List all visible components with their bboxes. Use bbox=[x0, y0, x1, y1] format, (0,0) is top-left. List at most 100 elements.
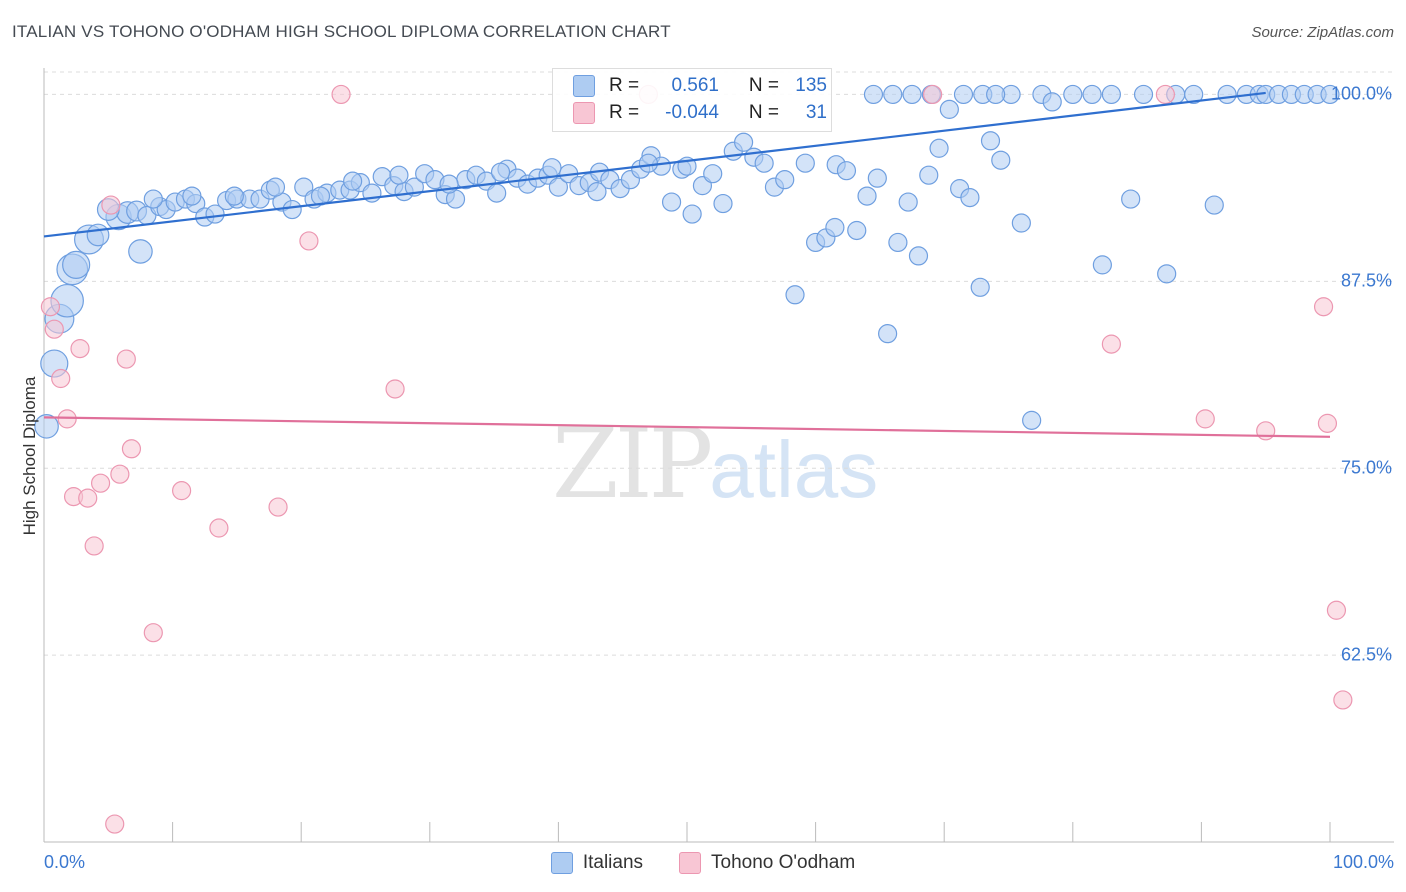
italians-point bbox=[754, 153, 774, 173]
tohono-point bbox=[299, 231, 319, 251]
stats-legend: R = 0.561 N = 135 R = -0.044 N = 31 bbox=[552, 68, 832, 132]
axes bbox=[43, 68, 1394, 843]
legend-swatch-pink bbox=[573, 102, 595, 124]
tohono-point bbox=[1317, 413, 1338, 433]
tohono-point bbox=[1313, 297, 1334, 317]
italians-trend-line bbox=[43, 91, 1266, 238]
italians-point bbox=[1320, 84, 1340, 105]
legend-item-tohono[interactable]: Tohono O'odham bbox=[679, 852, 855, 874]
italians-point bbox=[389, 165, 409, 185]
italians-point bbox=[1022, 410, 1042, 430]
tohono-point bbox=[1326, 600, 1347, 620]
tohono-point bbox=[105, 814, 125, 834]
italians-point bbox=[1133, 84, 1154, 105]
italians-point bbox=[205, 204, 225, 224]
legend-r-label: R = bbox=[609, 75, 640, 96]
tohono-point bbox=[51, 368, 71, 389]
italians-point bbox=[1092, 255, 1112, 275]
tohono-series bbox=[40, 84, 1353, 834]
tohono-point bbox=[70, 339, 90, 359]
italians-point bbox=[1101, 84, 1121, 105]
legend-row-tohono: R = -0.044 N = 31 bbox=[573, 100, 827, 126]
italians-point bbox=[1082, 84, 1102, 105]
italians-point bbox=[703, 164, 723, 184]
italians-point bbox=[775, 170, 795, 190]
italians-point bbox=[847, 220, 867, 241]
tohono-point bbox=[209, 518, 229, 538]
italians-point bbox=[661, 192, 682, 212]
italians-point bbox=[863, 84, 884, 105]
italians-point bbox=[182, 186, 202, 206]
italians-point bbox=[857, 186, 877, 206]
legend-label-italians: Italians bbox=[582, 852, 644, 873]
legend-swatch-tohono bbox=[679, 852, 702, 874]
x-tick-label-0: 0.0% bbox=[44, 852, 86, 872]
tohono-point bbox=[84, 536, 104, 556]
tohono-point bbox=[90, 473, 111, 493]
legend-swatch-blue bbox=[573, 75, 595, 97]
legend-n-value: 135 bbox=[795, 75, 827, 96]
italians-point bbox=[282, 199, 302, 220]
italians-point bbox=[867, 168, 887, 188]
series-legend: Italians Tohono O'odham bbox=[0, 852, 1406, 874]
legend-item-italians[interactable]: Italians bbox=[550, 852, 644, 874]
italians-point bbox=[908, 246, 929, 266]
y-tick-label: 75.0% bbox=[1340, 457, 1392, 478]
legend-n-label: N = bbox=[748, 75, 779, 96]
y-tick-label: 100.0% bbox=[1330, 83, 1392, 104]
x-tick-label-100: 100.0% bbox=[1332, 852, 1394, 872]
italians-point bbox=[265, 177, 286, 197]
italians-point bbox=[991, 150, 1011, 170]
italians-point bbox=[795, 153, 815, 173]
italians-point bbox=[919, 165, 939, 185]
italians-point bbox=[310, 186, 331, 206]
italians-point bbox=[1184, 84, 1204, 105]
italians-point bbox=[1217, 84, 1237, 105]
italians-point bbox=[953, 84, 974, 105]
italians-point bbox=[825, 217, 845, 238]
y-tick-label: 87.5% bbox=[1340, 270, 1392, 291]
italians-point bbox=[487, 183, 507, 203]
italians-point bbox=[1157, 264, 1177, 284]
italians-point bbox=[224, 186, 244, 206]
legend-n-value: 31 bbox=[805, 102, 827, 123]
italians-point bbox=[733, 132, 754, 152]
italians-point bbox=[883, 84, 903, 105]
watermark-atlas: atlas bbox=[709, 425, 879, 514]
italians-point bbox=[1042, 92, 1062, 112]
italians-series bbox=[34, 84, 1340, 439]
italians-point bbox=[1063, 84, 1083, 105]
italians-point bbox=[902, 84, 922, 105]
italians-point bbox=[898, 192, 918, 212]
grid-lines bbox=[44, 71, 1394, 656]
legend-r-label: R = bbox=[609, 102, 640, 123]
italians-point bbox=[888, 232, 908, 253]
italians-point bbox=[785, 285, 805, 305]
y-tick-label: 62.5% bbox=[1340, 644, 1392, 665]
italians-point bbox=[128, 239, 153, 264]
y-axis-label: High School Diploma bbox=[20, 376, 39, 536]
tohono-point bbox=[268, 497, 288, 517]
italians-point bbox=[980, 131, 1001, 151]
italians-point bbox=[986, 84, 1006, 105]
italians-point bbox=[878, 324, 898, 344]
tohono-point bbox=[172, 481, 192, 501]
tohono-point bbox=[1155, 84, 1175, 105]
italians-point bbox=[1121, 189, 1141, 209]
tohono-point bbox=[44, 319, 64, 339]
source-label: Source: ZipAtlas.com bbox=[1251, 24, 1394, 41]
italians-point bbox=[682, 204, 702, 224]
italians-point bbox=[548, 177, 569, 197]
italians-point bbox=[86, 223, 110, 247]
legend-r-value: -0.044 bbox=[665, 102, 719, 123]
italians-point bbox=[960, 187, 980, 208]
tohono-point bbox=[1195, 409, 1215, 429]
italians-point bbox=[1204, 195, 1224, 215]
italians-point bbox=[34, 414, 59, 439]
italians-point bbox=[587, 182, 607, 202]
tohono-point bbox=[116, 349, 136, 369]
italians-point bbox=[939, 99, 959, 119]
tohono-trend-line bbox=[43, 416, 1331, 438]
italians-point bbox=[62, 250, 91, 279]
